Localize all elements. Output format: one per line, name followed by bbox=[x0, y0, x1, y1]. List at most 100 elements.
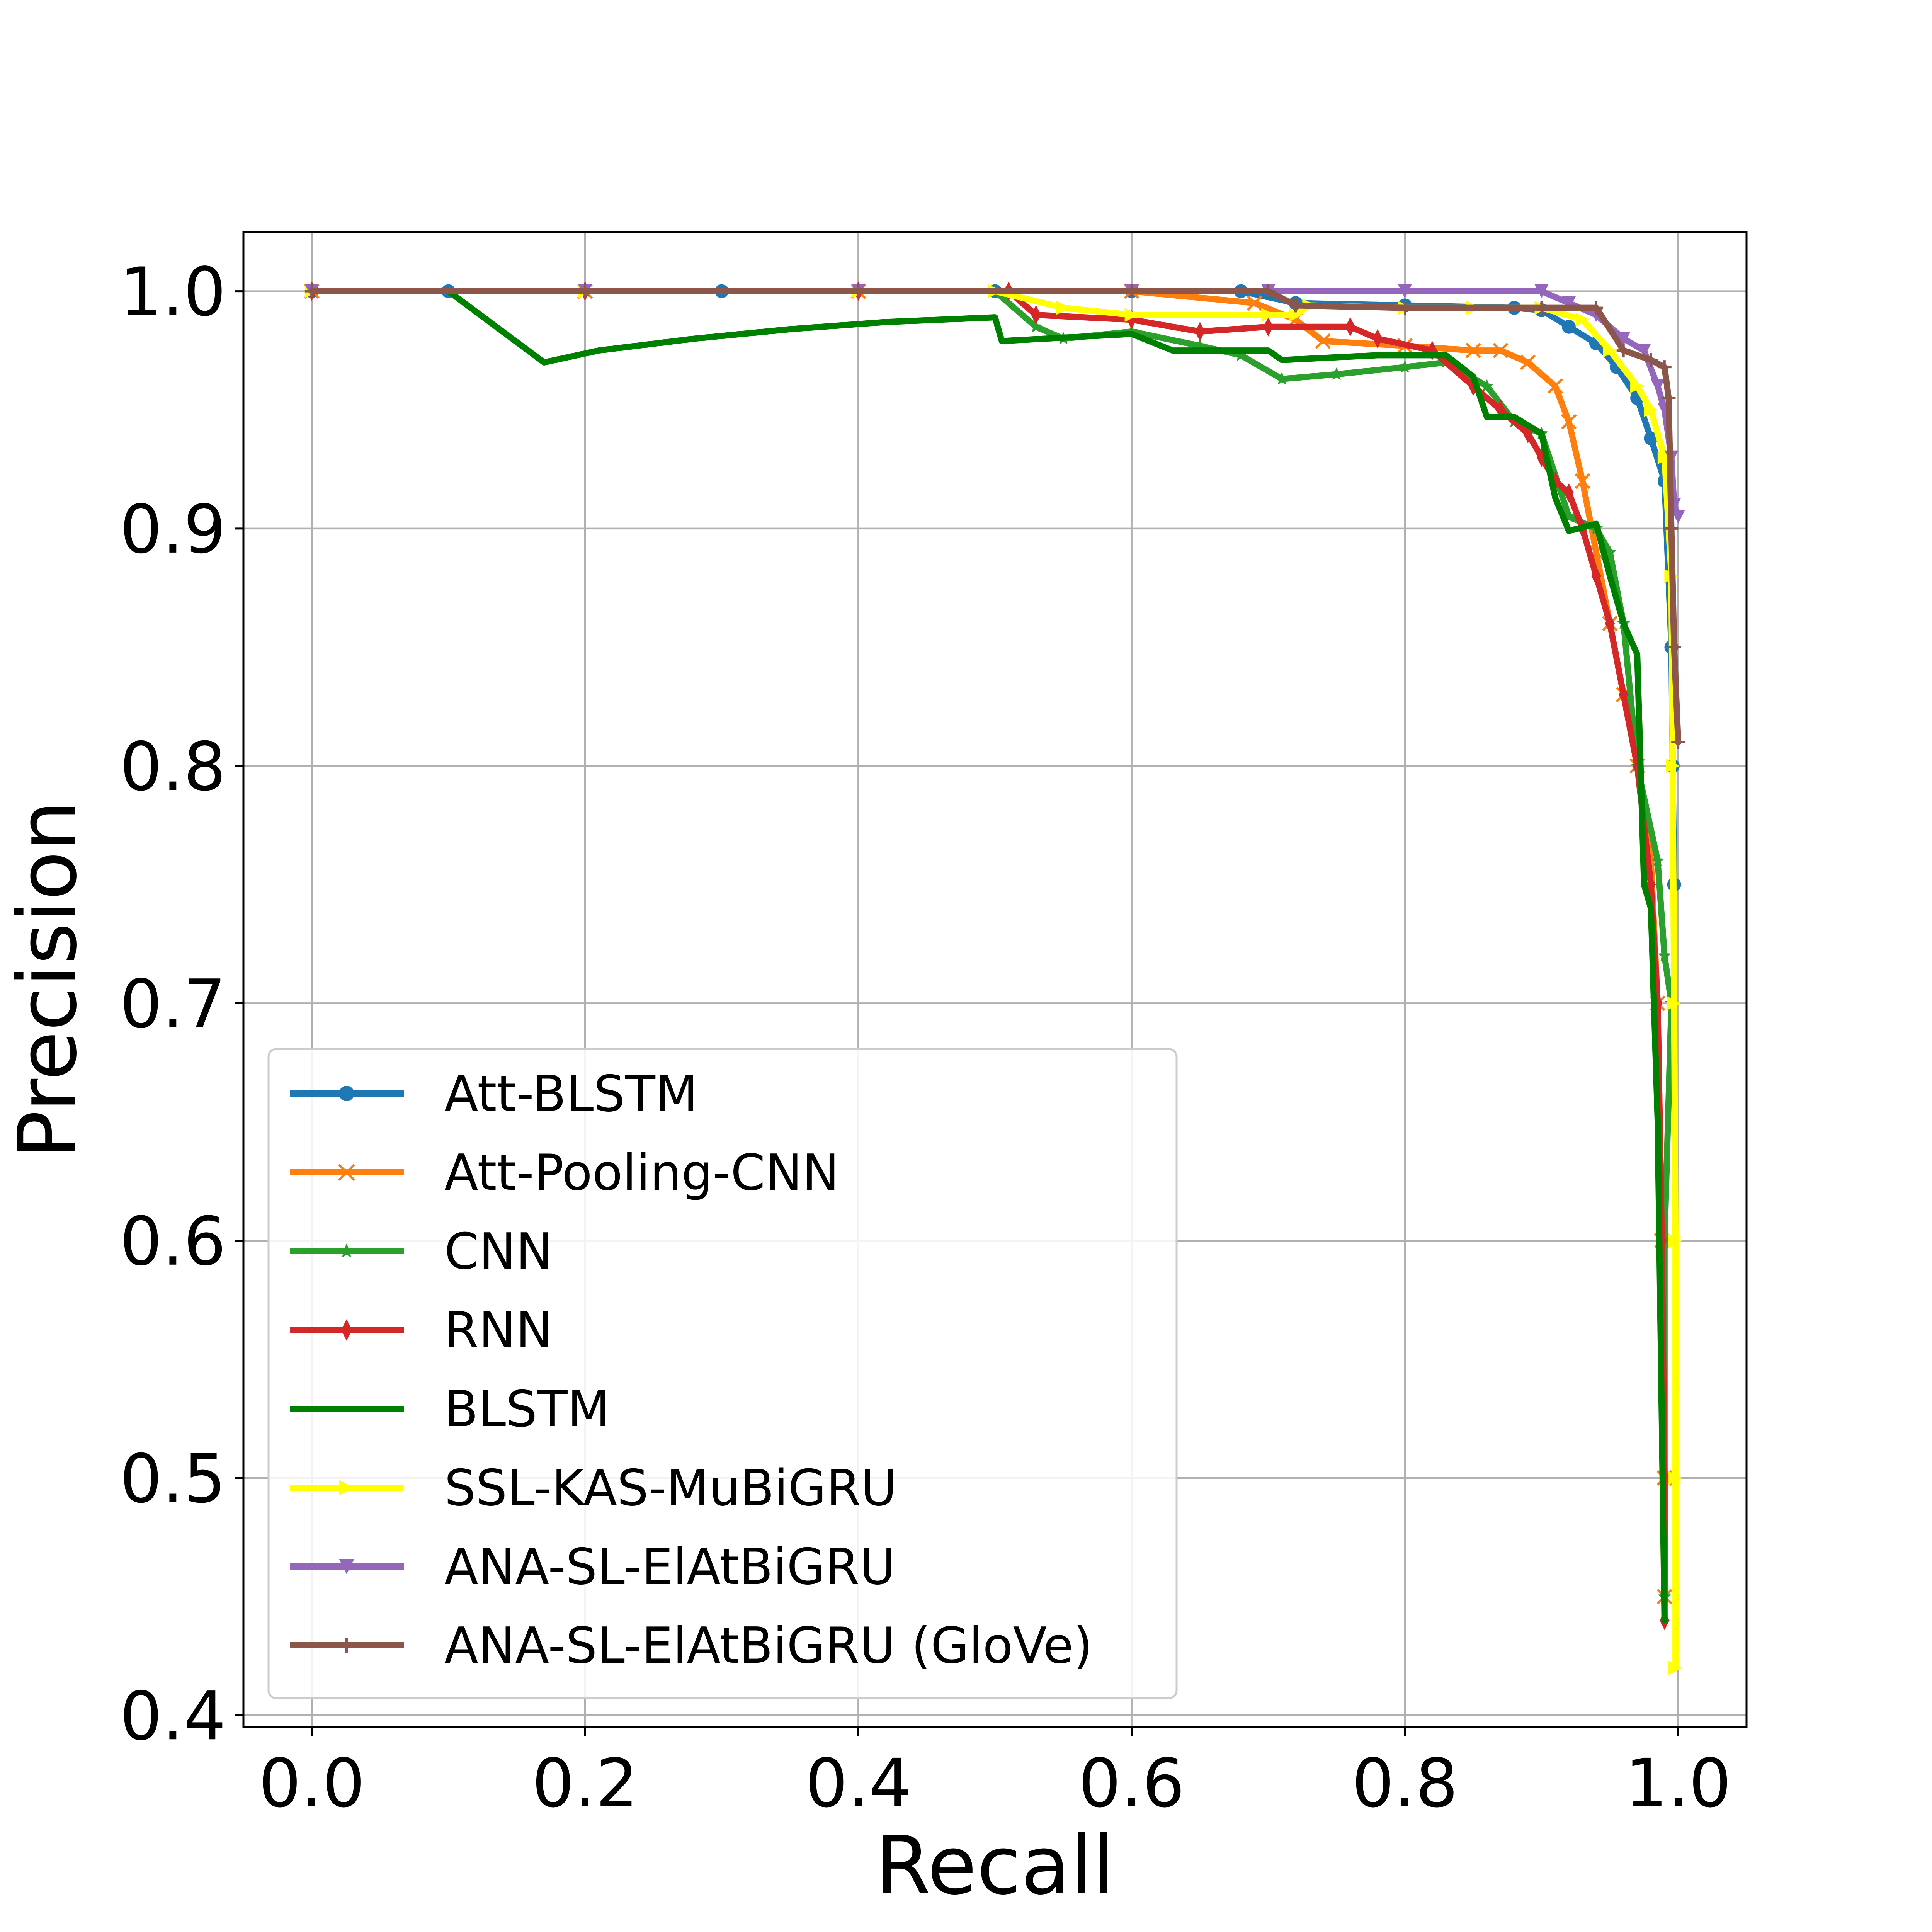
legend-label: Att-Pooling-CNN bbox=[444, 1144, 839, 1202]
y-tick-label: 0.6 bbox=[120, 1202, 226, 1281]
data-point-marker bbox=[1398, 284, 1412, 298]
data-point-marker bbox=[1261, 284, 1276, 298]
data-point-marker bbox=[1657, 360, 1672, 374]
data-point-marker bbox=[1195, 321, 1205, 342]
data-point-marker bbox=[1056, 301, 1070, 315]
x-tick-label: 0.4 bbox=[805, 1744, 912, 1822]
legend-label: SSL-KAS-MuBiGRU bbox=[444, 1459, 897, 1517]
data-point-marker bbox=[1480, 379, 1494, 392]
data-point-marker bbox=[1603, 344, 1617, 358]
data-point-marker bbox=[1575, 473, 1590, 489]
x-tick-label: 0.8 bbox=[1352, 1744, 1458, 1822]
data-point-marker bbox=[1534, 301, 1549, 315]
legend-item: SSL-KAS-MuBiGRU bbox=[290, 1459, 897, 1517]
legend-box bbox=[267, 1048, 1178, 1699]
data-point-marker bbox=[1591, 566, 1601, 586]
data-point-marker bbox=[1671, 510, 1685, 524]
data-point-marker bbox=[304, 284, 319, 298]
data-point-marker bbox=[1646, 875, 1656, 895]
data-point-marker bbox=[1561, 414, 1577, 430]
data-point-marker bbox=[339, 1086, 354, 1101]
data-point-marker bbox=[1029, 320, 1043, 333]
data-point-marker bbox=[1668, 1661, 1683, 1675]
legend-item: ANA-SL-ElAtBiGRU (GloVe) bbox=[290, 1617, 1093, 1675]
data-point-marker bbox=[1275, 372, 1289, 385]
data-point-marker bbox=[1616, 344, 1631, 358]
legend-label: ANA-SL-ElAtBiGRU (GloVe) bbox=[444, 1617, 1093, 1675]
data-point-marker bbox=[1589, 301, 1603, 315]
legend-label: RNN bbox=[444, 1302, 553, 1359]
data-point-marker bbox=[1465, 343, 1481, 359]
data-point-marker bbox=[339, 1559, 354, 1574]
data-point-marker bbox=[1562, 296, 1576, 310]
data-point-marker bbox=[1619, 685, 1629, 705]
data-point-marker bbox=[1671, 735, 1685, 749]
data-point-marker bbox=[1534, 284, 1549, 298]
data-point-marker bbox=[1398, 360, 1412, 373]
data-point-marker bbox=[851, 284, 866, 298]
y-tick-label: 0.8 bbox=[120, 728, 226, 806]
y-tick-label: 0.7 bbox=[120, 965, 226, 1043]
series-lines bbox=[304, 281, 1685, 1675]
data-point-marker bbox=[1564, 483, 1574, 503]
x-tick-label: 1.0 bbox=[1625, 1744, 1731, 1822]
data-point-marker bbox=[1031, 305, 1041, 325]
y-tick-label: 0.4 bbox=[120, 1677, 226, 1755]
legend-label: CNN bbox=[444, 1223, 553, 1281]
data-point-marker bbox=[1234, 348, 1248, 361]
data-point-marker bbox=[1644, 353, 1658, 367]
data-point-marker bbox=[1668, 1233, 1683, 1248]
series-line bbox=[308, 288, 1668, 1624]
data-point-marker bbox=[1667, 996, 1681, 1010]
data-point-marker bbox=[1315, 333, 1331, 349]
data-point-marker bbox=[1345, 317, 1355, 337]
data-point-marker bbox=[341, 1319, 352, 1341]
data-point-marker bbox=[1662, 391, 1676, 405]
data-point-marker bbox=[1658, 949, 1671, 962]
data-point-marker bbox=[1575, 313, 1590, 327]
data-point-marker bbox=[1651, 379, 1665, 393]
data-point-marker bbox=[339, 1638, 354, 1653]
y-tick-label: 0.5 bbox=[120, 1440, 226, 1518]
legend: Att-BLSTM Att-Pooling-CNN CNN RNN BLSTM SSL-K… bbox=[267, 1048, 1178, 1699]
y-tick-label: 0.9 bbox=[120, 490, 226, 568]
data-point-marker bbox=[1630, 379, 1645, 393]
axis-ticks: 0.0 0.2 0.4 0.6 0.8 1.0 0.4 0.5 0.6 0.7 0.8 0.9 1.0 bbox=[120, 253, 1731, 1822]
data-point-marker bbox=[1644, 403, 1658, 417]
data-point-marker bbox=[1562, 320, 1576, 334]
data-point-marker bbox=[339, 1480, 354, 1495]
data-point-marker bbox=[1657, 450, 1672, 464]
data-point-marker bbox=[1261, 308, 1276, 322]
legend-item: RNN bbox=[290, 1302, 553, 1359]
data-point-marker bbox=[1493, 343, 1509, 359]
data-point-marker bbox=[1398, 301, 1412, 315]
legend-item: Att-BLSTM bbox=[290, 1065, 698, 1123]
data-point-marker bbox=[338, 1163, 355, 1181]
legend-item: BLSTM bbox=[290, 1381, 610, 1438]
data-point-marker bbox=[1651, 854, 1665, 867]
plot-frame bbox=[242, 231, 1748, 1728]
data-point-marker bbox=[1289, 308, 1303, 322]
data-point-marker bbox=[1247, 295, 1263, 311]
data-point-marker bbox=[1605, 614, 1615, 633]
data-point-marker bbox=[1547, 378, 1563, 394]
series-line bbox=[308, 288, 1682, 745]
data-point-marker bbox=[339, 1243, 354, 1258]
data-point-marker bbox=[1637, 344, 1651, 358]
data-point-marker bbox=[1664, 521, 1679, 536]
data-point-marker bbox=[1667, 640, 1681, 654]
legend-item: CNN bbox=[290, 1223, 553, 1281]
data-point-marker bbox=[1668, 1471, 1683, 1485]
data-point-marker bbox=[1372, 329, 1383, 349]
x-tick-label: 0.6 bbox=[1078, 1744, 1185, 1822]
data-point-marker bbox=[1520, 354, 1536, 370]
data-point-marker bbox=[1666, 759, 1680, 773]
data-point-marker bbox=[1124, 284, 1139, 298]
y-tick-label: 1.0 bbox=[120, 253, 226, 331]
data-point-marker bbox=[1330, 367, 1344, 380]
data-point-marker bbox=[1124, 308, 1139, 322]
y-axis-title: Precision bbox=[1, 800, 95, 1159]
legend-label: BLSTM bbox=[444, 1381, 610, 1438]
legend-item: ANA-SL-ElAtBiGRU bbox=[290, 1538, 896, 1596]
